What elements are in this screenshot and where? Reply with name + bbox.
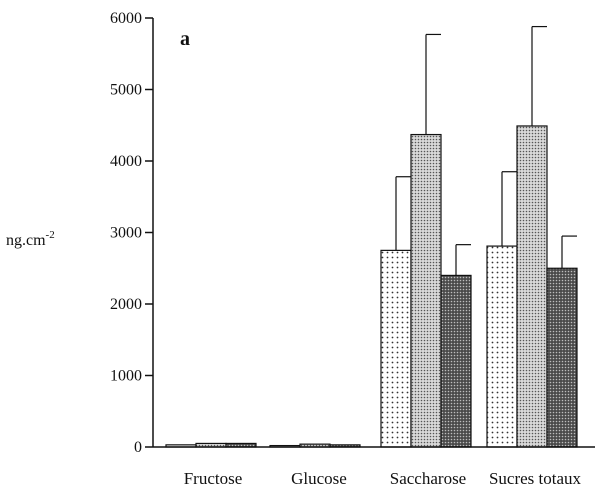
bar-3-3 <box>440 274 472 448</box>
y-tick-label-4000: 4000 <box>110 153 142 170</box>
x-category-label-4: Sucres totaux <box>489 469 582 488</box>
bar-3-2 <box>410 133 442 448</box>
y-tick-label-6000: 6000 <box>110 10 142 27</box>
plot-area: 0 1000 2000 3000 4000 5000 6000 Fructose Glucose… <box>110 10 595 488</box>
bar-4-3 <box>546 267 578 448</box>
bar-3-1 <box>380 249 412 448</box>
y-tick-label-1000: 1000 <box>110 368 142 385</box>
x-category-label-1: Fructose <box>184 469 243 488</box>
y-axis-label-exponent: -2 <box>46 229 55 241</box>
bar-4-2 <box>516 125 548 448</box>
x-category-label-3: Saccharose <box>390 469 466 488</box>
y-axis-label-base: ng.cm <box>6 232 46 249</box>
y-axis-label: ng.cm-2 <box>6 229 55 249</box>
panel-letter: a <box>180 28 190 50</box>
y-tick-label-2000: 2000 <box>110 296 142 313</box>
y-tick-label-3000: 3000 <box>110 225 142 242</box>
y-tick-label-5000: 5000 <box>110 82 142 99</box>
y-tick-label-0: 0 <box>134 439 142 456</box>
x-category-label-2: Glucose <box>291 469 347 488</box>
bar-4-1 <box>486 245 518 448</box>
